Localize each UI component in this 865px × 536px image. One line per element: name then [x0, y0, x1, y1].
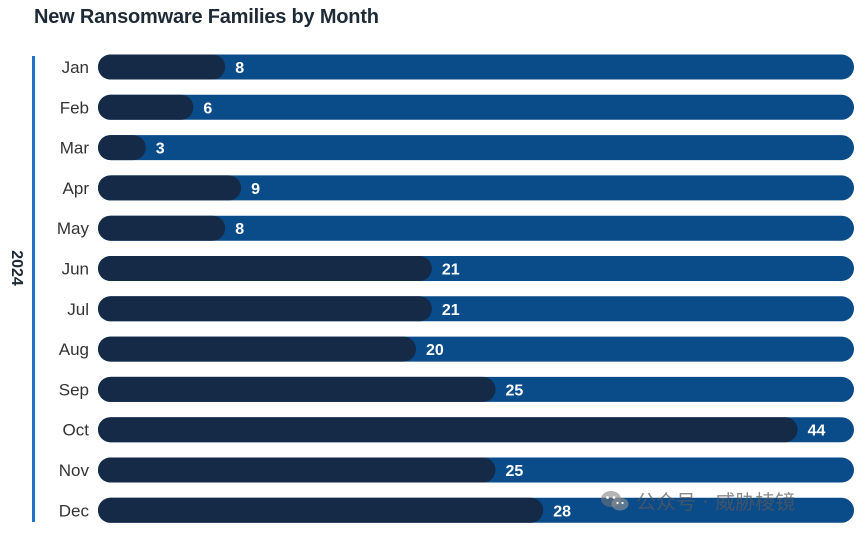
month-label: Jan: [62, 58, 89, 77]
bar-track: [98, 54, 854, 80]
data-label: 8: [235, 60, 244, 77]
data-label: 9: [251, 181, 260, 198]
data-label: 21: [442, 262, 460, 279]
month-label: Nov: [59, 461, 90, 480]
year-group-line: [32, 56, 35, 522]
data-label: 8: [235, 221, 244, 238]
bar: [98, 256, 432, 281]
bar: [98, 94, 194, 120]
wechat-icon: [600, 490, 630, 512]
data-label: 25: [506, 382, 524, 399]
bar-track: [98, 215, 854, 241]
bar: [98, 417, 798, 443]
data-label: 28: [553, 503, 571, 520]
data-label: 21: [442, 302, 460, 319]
bar-track: [98, 135, 854, 161]
month-label: Oct: [63, 421, 90, 440]
month-label: May: [57, 219, 90, 238]
bar: [98, 296, 432, 322]
watermark-text: 公众号 · 威胁棱镜: [636, 490, 796, 514]
month-label: Feb: [60, 98, 89, 117]
month-label: Mar: [60, 139, 90, 158]
bar: [98, 497, 544, 523]
month-label: Jul: [67, 300, 89, 319]
bar-track: [98, 94, 854, 120]
month-label: Sep: [59, 380, 89, 399]
bar: [98, 215, 226, 241]
month-label: Aug: [59, 340, 89, 359]
data-label: 25: [506, 463, 524, 480]
month-label: Apr: [63, 179, 90, 198]
data-label: 3: [156, 141, 165, 158]
month-label: Dec: [59, 501, 90, 520]
bar: [98, 376, 496, 402]
bar: [98, 135, 146, 161]
chart-title: New Ransomware Families by Month: [34, 6, 379, 28]
data-label: 20: [426, 342, 444, 359]
bar: [98, 457, 496, 483]
bar: [98, 336, 416, 362]
data-label: 44: [808, 423, 826, 440]
data-label: 6: [203, 100, 212, 117]
month-label: Jun: [62, 260, 89, 279]
watermark: 公众号 · 威胁棱镜: [600, 486, 795, 515]
bar: [98, 175, 242, 201]
bar: [98, 54, 226, 80]
bar-track: [98, 175, 854, 201]
